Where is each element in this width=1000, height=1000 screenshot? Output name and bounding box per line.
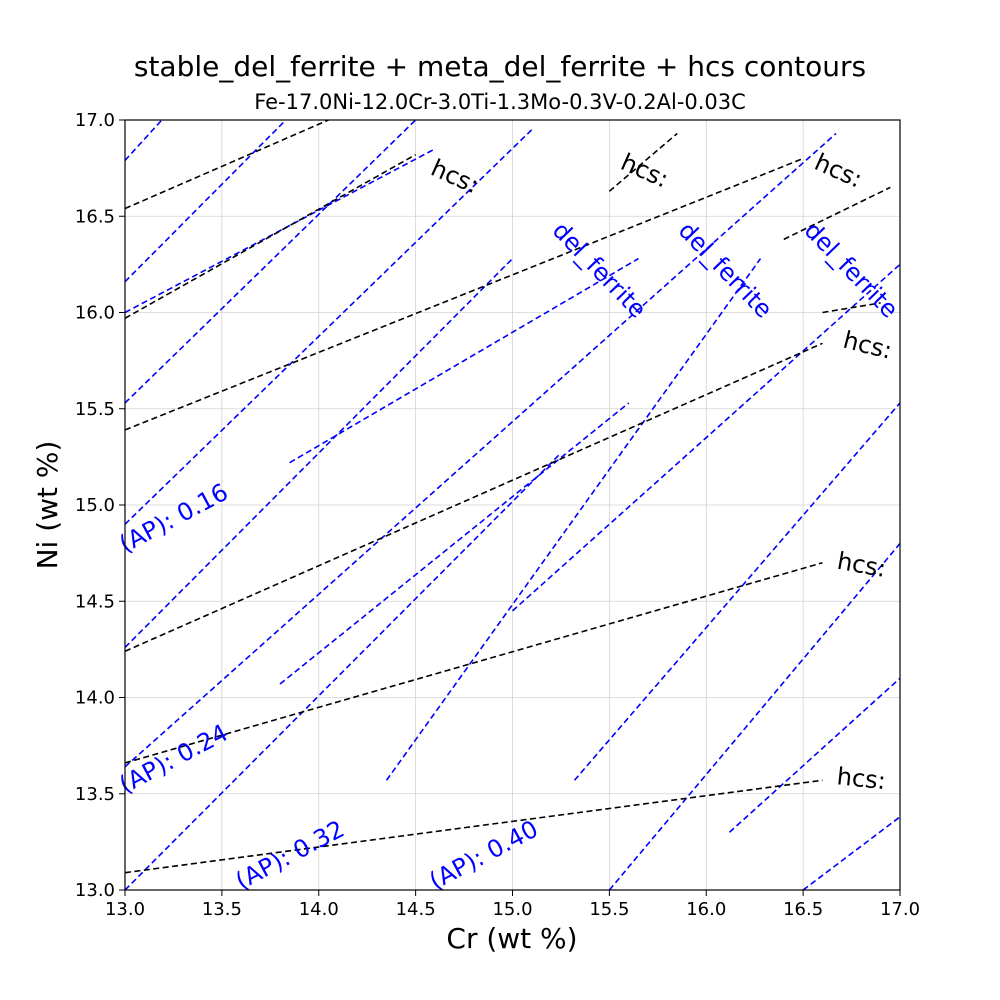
ferrite-contour-line (125, 132, 837, 768)
x-tick-label: 14.5 (396, 899, 436, 920)
hcs-contour-line (125, 561, 823, 764)
x-tick-label: 15.5 (589, 899, 629, 920)
x-tick-label: 17.0 (880, 899, 920, 920)
hcs-contour-line (125, 120, 329, 210)
ferrite-contour-line (125, 148, 436, 314)
contour-label: hcs: (427, 154, 483, 200)
contour-label: hcs: (840, 326, 894, 365)
ferrite-contour-line (802, 816, 900, 890)
contour-label: hcs: (810, 148, 866, 194)
grid-lines (124, 119, 901, 891)
y-tick-label: 17.0 (75, 110, 115, 131)
contour-label: del_ferrite (547, 216, 652, 323)
contour-label: (AP): 0.32 (231, 815, 349, 895)
axis-ticks: 13.0 13.5 14.0 14.5 15.0 15.5 16.0 16.5 17.0 13.0… (75, 110, 920, 920)
ferrite-contour-line (728, 677, 900, 833)
ferrite-contour-line (125, 452, 562, 890)
y-axis-label: Ni (wt %) (31, 441, 64, 570)
ferrite-contour-line (125, 120, 417, 404)
x-tick-label: 14.0 (299, 899, 339, 920)
hcs-contour-line (125, 342, 823, 653)
contour-label: (AP): 0.40 (425, 815, 543, 895)
y-tick-label: 13.0 (75, 880, 115, 901)
x-tick-label: 13.5 (202, 899, 242, 920)
ferrite-contour-line (279, 402, 630, 685)
y-tick-label: 15.0 (75, 495, 115, 516)
ferrite-contour-line (511, 263, 900, 612)
contour-label: (AP): 0.24 (115, 719, 233, 799)
x-tick-label: 16.5 (783, 899, 823, 920)
y-tick-label: 16.0 (75, 303, 115, 324)
x-tick-label: 13.0 (105, 899, 145, 920)
contour-label: hcs: (835, 547, 888, 583)
x-tick-label: 16.0 (686, 899, 726, 920)
hcs-contour-line (822, 302, 881, 314)
chart-title: stable_del_ferrite + meta_del_ferrite + … (133, 50, 867, 83)
y-tick-label: 13.5 (75, 784, 115, 805)
y-tick-label: 15.5 (75, 399, 115, 420)
y-tick-label: 14.0 (75, 688, 115, 709)
hcs-contour-line (125, 157, 804, 431)
ferrite-contour-line (125, 258, 514, 649)
ferrite-contour-line (125, 120, 287, 283)
hcs-contour-line (125, 153, 417, 319)
hcs-contour-line (783, 186, 891, 241)
contour-label: hcs: (835, 762, 887, 795)
chart-subtitle: Fe-17.0Ni-12.0Cr-3.0Ti-1.3Mo-0.3V-0.2Al-… (254, 90, 746, 114)
contour-label: hcs: (617, 148, 673, 194)
ferrite-contour-line (289, 257, 639, 464)
contour-labels: (AP): 0.16(AP): 0.24(AP): 0.32 (AP): 0.40… (115, 148, 904, 895)
y-tick-label: 16.5 (75, 206, 115, 227)
ferrite-contour-line (125, 120, 163, 161)
hcs-contour-line (125, 779, 823, 874)
ferrite-contour-line (573, 402, 900, 781)
hcs-contour-line (608, 132, 678, 192)
ferrite-contour-line (385, 258, 762, 781)
y-tick-label: 14.5 (75, 591, 115, 612)
x-tick-label: 15.0 (492, 899, 532, 920)
contour-lines (125, 120, 900, 890)
x-axis-label: Cr (wt %) (446, 922, 577, 955)
